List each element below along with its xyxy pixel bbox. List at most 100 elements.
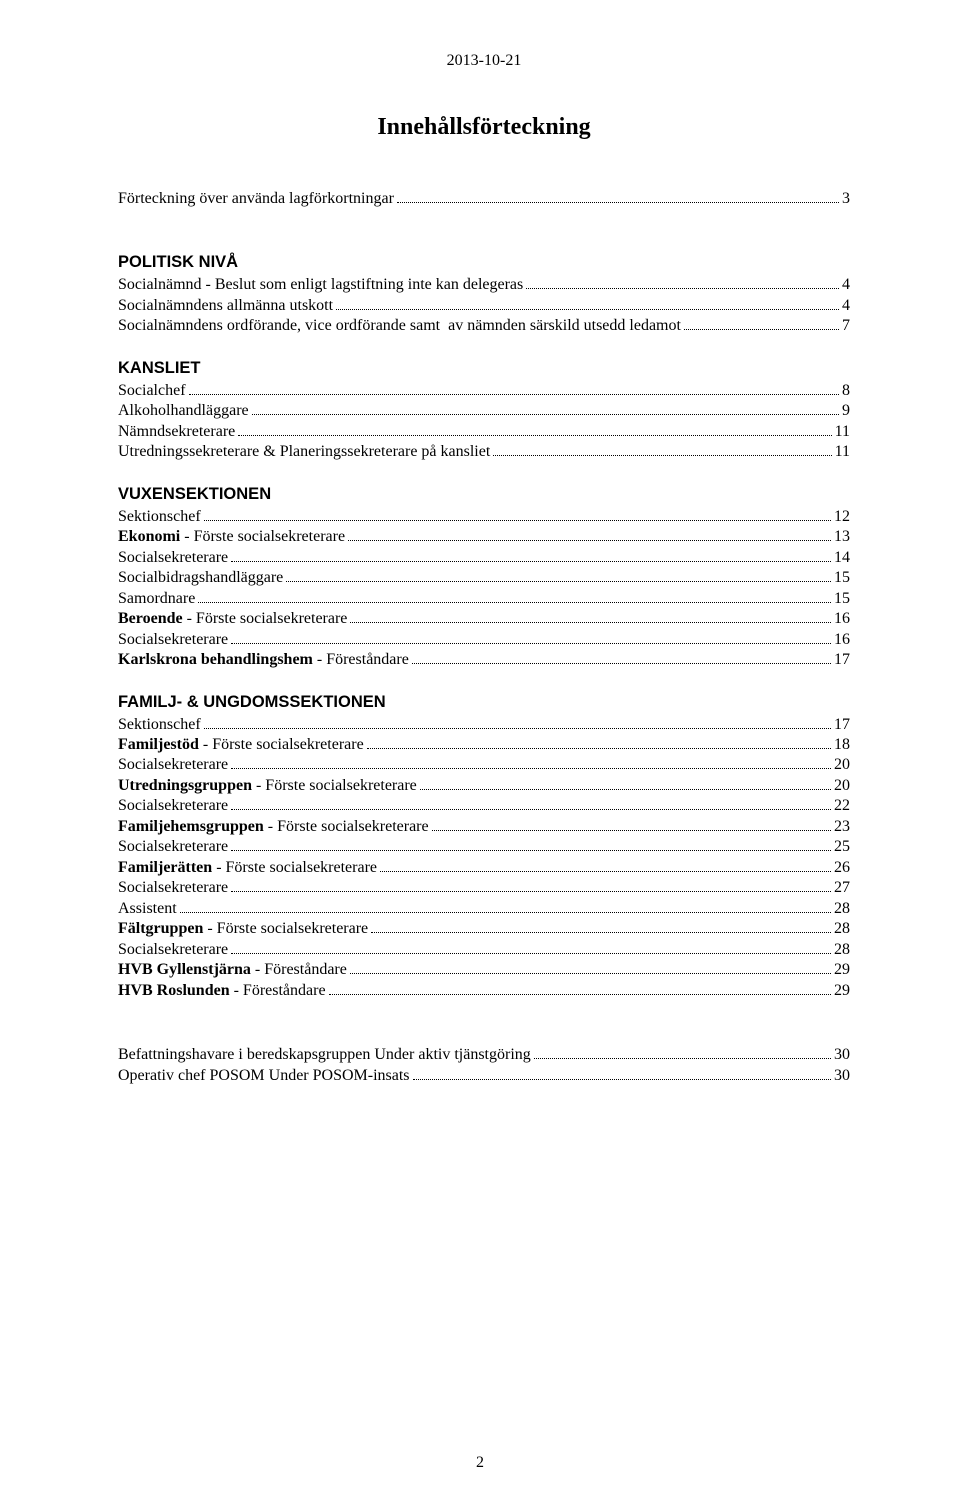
toc-leader-dots (350, 961, 831, 974)
toc-entry-page: 27 (834, 878, 850, 898)
toc-entry-page: 20 (834, 755, 850, 775)
toc-entry-page: 17 (834, 650, 850, 670)
toc-entry-page: 9 (842, 401, 850, 421)
toc-entry-label: Socialnämnd - Beslut som enligt lagstift… (118, 275, 523, 295)
toc-entry-page: 29 (834, 981, 850, 1001)
toc-entry-label: Socialsekreterare (118, 837, 228, 857)
toc-entry: Socialsekreterare 25 (118, 837, 850, 857)
table-of-contents: Förteckning över använda lagförkortninga… (118, 189, 850, 1086)
toc-entry-page: 11 (835, 442, 850, 462)
toc-entry-page: 22 (834, 796, 850, 816)
toc-entry: Utredningsgruppen - Förste socialsekrete… (118, 776, 850, 796)
toc-leader-dots (397, 190, 839, 203)
toc-entry-label: Socialchef (118, 381, 186, 401)
toc-entry-label: Socialbidragshandläggare (118, 568, 283, 588)
toc-entry-page: 4 (842, 275, 850, 295)
section-gap (118, 1001, 850, 1045)
toc-entry: Förteckning över använda lagförkortninga… (118, 189, 850, 209)
toc-entry-label: Socialnämndens ordförande, vice ordföran… (118, 316, 681, 336)
toc-entry-page: 12 (834, 507, 850, 527)
toc-entry: Socialnämndens ordförande, vice ordföran… (118, 316, 850, 336)
toc-entry-page: 30 (834, 1066, 850, 1086)
toc-leader-dots (180, 900, 831, 913)
toc-entry: Fältgruppen - Förste socialsekreterare28 (118, 919, 850, 939)
section-heading: VUXENSEKTIONEN (118, 485, 850, 504)
toc-entry-page: 26 (834, 858, 850, 878)
toc-entry-label: Utredningssekreterare & Planeringssekret… (118, 442, 490, 462)
toc-leader-dots (526, 276, 839, 289)
toc-leader-dots (231, 879, 831, 892)
toc-leader-dots (231, 941, 831, 954)
toc-leader-dots (329, 982, 831, 995)
toc-entry: Samordnare15 (118, 589, 850, 609)
toc-entry-page: 11 (835, 422, 850, 442)
toc-entry-page: 23 (834, 817, 850, 837)
toc-entry-label: Utredningsgruppen - Förste socialsekrete… (118, 776, 417, 796)
toc-entry: Sektionschef17 (118, 715, 850, 735)
toc-leader-dots (380, 859, 831, 872)
toc-entry-page: 17 (834, 715, 850, 735)
toc-entry-page: 28 (834, 940, 850, 960)
document-page: 2013-10-21 Innehållsförteckning Förteckn… (0, 0, 960, 1512)
toc-leader-dots (238, 423, 831, 436)
toc-entry-page: 3 (842, 189, 850, 209)
toc-leader-dots (336, 297, 839, 310)
toc-leader-dots (493, 443, 831, 456)
toc-entry: Befattningshavare i beredskapsgruppen Un… (118, 1045, 850, 1065)
toc-entry-page: 7 (842, 316, 850, 336)
toc-entry: Socialchef 8 (118, 381, 850, 401)
toc-leader-dots (204, 716, 831, 729)
toc-leader-dots (348, 528, 831, 541)
toc-entry-label: HVB Gyllenstjärna - Föreståndare (118, 960, 347, 980)
toc-entry-label: Socialsekreterare (118, 940, 228, 960)
toc-entry: Ekonomi - Förste socialsekreterare13 (118, 527, 850, 547)
toc-entry: Socialsekreterare20 (118, 755, 850, 775)
toc-entry-page: 4 (842, 296, 850, 316)
toc-entry: HVB Gyllenstjärna - Föreståndare 29 (118, 960, 850, 980)
toc-entry-label: Befattningshavare i beredskapsgruppen Un… (118, 1045, 531, 1065)
toc-entry-label: Familjehemsgruppen - Förste socialsekret… (118, 817, 429, 837)
toc-entry: Socialsekreterare14 (118, 548, 850, 568)
toc-entry: Socialsekreterare 22 (118, 796, 850, 816)
toc-entry: Familjestöd - Förste socialsekreterare18 (118, 735, 850, 755)
toc-leader-dots (231, 756, 831, 769)
toc-entry-label: Familjestöd - Förste socialsekreterare (118, 735, 364, 755)
toc-entry-label: Karlskrona behandlingshem - Föreståndare (118, 650, 409, 670)
toc-entry-page: 15 (834, 568, 850, 588)
toc-entry-label: Sektionschef (118, 507, 201, 527)
page-number: 2 (0, 1454, 960, 1472)
toc-entry: Socialnämnd - Beslut som enligt lagstift… (118, 275, 850, 295)
toc-entry-label: Socialsekreterare (118, 548, 228, 568)
toc-entry: Nämndsekreterare11 (118, 422, 850, 442)
toc-entry-page: 28 (834, 899, 850, 919)
toc-entry: HVB Roslunden - Föreståndare29 (118, 981, 850, 1001)
toc-entry-page: 28 (834, 919, 850, 939)
toc-entry: Familjehemsgruppen - Förste socialsekret… (118, 817, 850, 837)
toc-entry: Socialsekreterare16 (118, 630, 850, 650)
toc-leader-dots (198, 590, 831, 603)
toc-entry-label: Beroende - Förste socialsekreterare (118, 609, 347, 629)
toc-entry-label: Socialsekreterare (118, 630, 228, 650)
toc-entry: Beroende - Förste socialsekreterare 16 (118, 609, 850, 629)
toc-entry-label: Socialnämndens allmänna utskott (118, 296, 333, 316)
toc-entry: Operativ chef POSOM Under POSOM-insats30 (118, 1066, 850, 1086)
toc-entry: Karlskrona behandlingshem - Föreståndare… (118, 650, 850, 670)
toc-leader-dots (371, 920, 831, 933)
toc-entry-label: Assistent (118, 899, 177, 919)
toc-entry-label: Socialsekreterare (118, 796, 228, 816)
toc-leader-dots (420, 777, 831, 790)
toc-leader-dots (350, 610, 831, 623)
toc-entry-page: 29 (834, 960, 850, 980)
toc-entry-page: 8 (842, 381, 850, 401)
toc-entry-page: 25 (834, 837, 850, 857)
page-title: Innehållsförteckning (118, 114, 850, 141)
toc-entry-label: Alkoholhandläggare (118, 401, 249, 421)
toc-entry-page: 16 (834, 609, 850, 629)
section-heading: POLITISK NIVÅ (118, 253, 850, 272)
toc-entry-label: Ekonomi - Förste socialsekreterare (118, 527, 345, 547)
toc-leader-dots (413, 1067, 831, 1080)
toc-leader-dots (367, 736, 831, 749)
toc-leader-dots (286, 569, 831, 582)
toc-entry: Socialsekreterare 28 (118, 940, 850, 960)
toc-leader-dots (231, 549, 831, 562)
